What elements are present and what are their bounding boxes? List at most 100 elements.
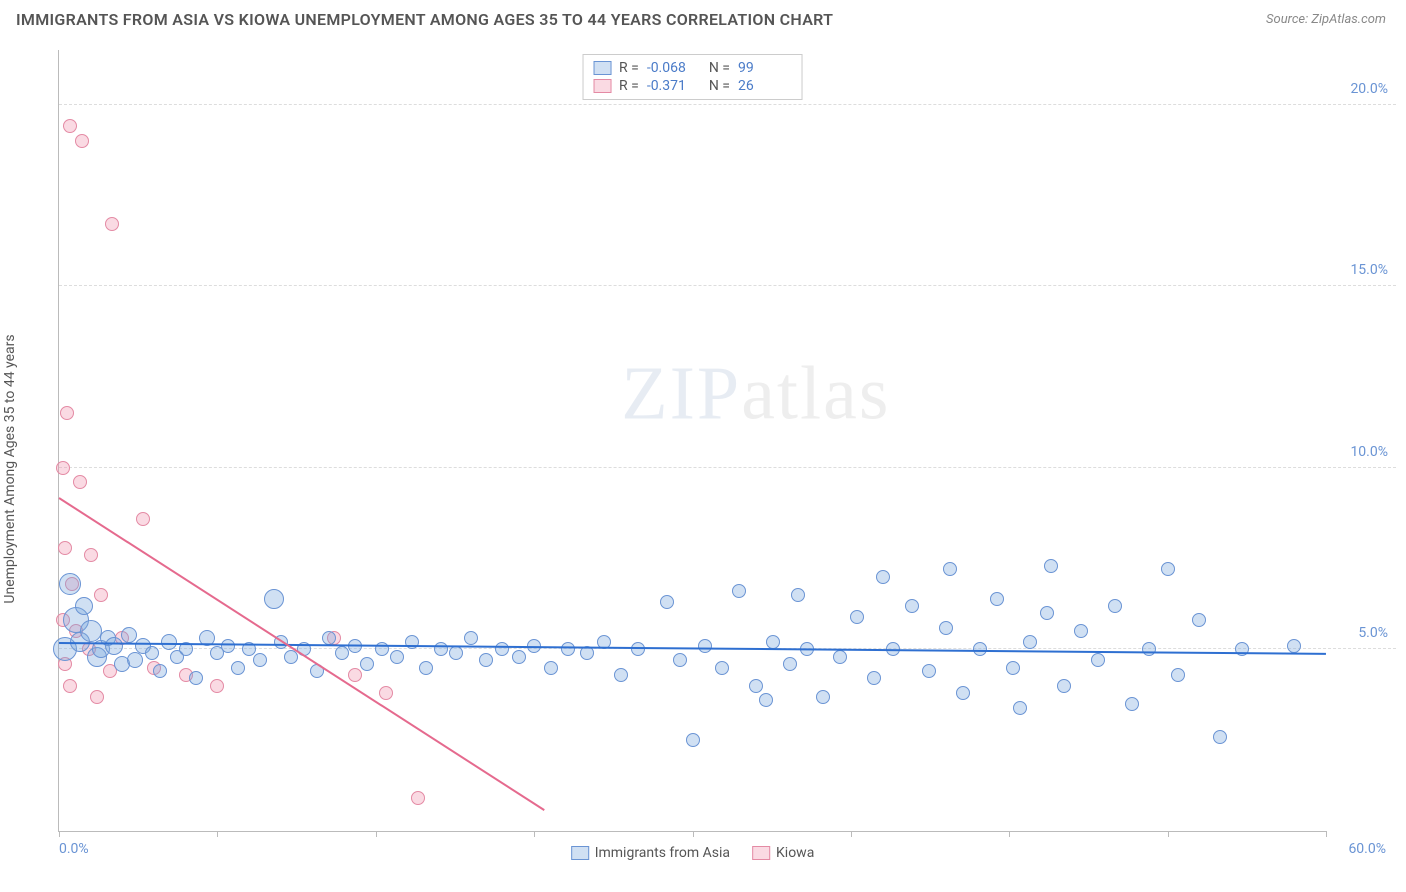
gridline <box>59 104 1396 105</box>
data-point <box>1006 661 1020 675</box>
data-point <box>759 693 773 707</box>
swatch-series1 <box>593 61 611 75</box>
data-point <box>390 650 404 664</box>
data-point <box>956 686 970 700</box>
data-point <box>715 661 729 675</box>
data-point <box>1074 624 1088 638</box>
x-tick <box>217 831 218 837</box>
data-point <box>1142 642 1156 656</box>
data-point <box>816 690 830 704</box>
data-point <box>1192 613 1206 627</box>
data-point <box>660 595 674 609</box>
x-tick <box>851 831 852 837</box>
data-point <box>1057 679 1071 693</box>
legend-label-series1: Immigrants from Asia <box>595 845 730 861</box>
source-attribution: Source: ZipAtlas.com <box>1266 12 1386 27</box>
data-point <box>464 631 478 645</box>
data-point <box>922 664 936 678</box>
data-point <box>698 639 712 653</box>
data-point <box>231 661 245 675</box>
data-point <box>631 642 645 656</box>
data-point <box>1235 642 1249 656</box>
n-label: N = <box>709 60 730 76</box>
data-point <box>348 668 362 682</box>
y-tick-label: 20.0% <box>1350 81 1388 97</box>
legend-item-series1: Immigrants from Asia <box>571 845 730 861</box>
plot-area: R = -0.068 N = 99 R = -0.371 N = 26 ZIPa… <box>58 50 1326 832</box>
data-point <box>94 588 108 602</box>
x-tick <box>1326 831 1327 837</box>
data-point <box>1108 599 1122 613</box>
chart-container: Unemployment Among Ages 35 to 44 years R… <box>16 40 1396 882</box>
data-point <box>990 592 1004 606</box>
stats-row-series1: R = -0.068 N = 99 <box>593 59 792 77</box>
data-point <box>210 679 224 693</box>
x-tick <box>693 831 694 837</box>
data-point <box>1044 559 1058 573</box>
n-value-series2: 26 <box>738 78 792 94</box>
y-tick-label: 5.0% <box>1358 625 1388 641</box>
y-tick-label: 15.0% <box>1350 262 1388 278</box>
data-point <box>1091 653 1105 667</box>
data-point <box>145 646 159 660</box>
gridline <box>59 285 1396 286</box>
data-point <box>1040 606 1054 620</box>
data-point <box>63 119 77 133</box>
y-tick-label: 10.0% <box>1350 444 1388 460</box>
gridline <box>59 467 1396 468</box>
data-point <box>379 686 393 700</box>
data-point <box>749 679 763 693</box>
data-point <box>850 610 864 624</box>
data-point <box>360 657 374 671</box>
data-point <box>121 627 137 643</box>
series-legend: Immigrants from Asia Kiowa <box>571 845 815 861</box>
data-point <box>943 562 957 576</box>
legend-swatch-series1 <box>571 846 589 860</box>
data-point <box>63 679 77 693</box>
x-origin-label: 0.0% <box>59 841 89 857</box>
data-point <box>1161 562 1175 576</box>
data-point <box>1171 668 1185 682</box>
data-point <box>264 589 284 609</box>
data-point <box>59 573 81 595</box>
data-point <box>732 584 746 598</box>
data-point <box>1125 697 1139 711</box>
data-point <box>1013 701 1027 715</box>
data-point <box>419 661 433 675</box>
data-point <box>939 621 953 635</box>
r-label: R = <box>619 60 639 76</box>
watermark-bold: ZIP <box>621 351 741 435</box>
data-point <box>449 646 463 660</box>
n-value-series1: 99 <box>738 60 792 76</box>
stats-row-series2: R = -0.371 N = 26 <box>593 77 792 95</box>
data-point <box>833 650 847 664</box>
data-point <box>766 635 780 649</box>
data-point <box>56 461 70 475</box>
data-point <box>105 637 123 655</box>
legend-swatch-series2 <box>752 846 770 860</box>
data-point <box>512 650 526 664</box>
data-point <box>73 475 87 489</box>
data-point <box>673 653 687 667</box>
r-value-series2: -0.371 <box>647 78 701 94</box>
data-point <box>253 653 267 667</box>
data-point <box>1287 639 1301 653</box>
legend-item-series2: Kiowa <box>752 845 814 861</box>
data-point <box>75 134 89 148</box>
data-point <box>479 653 493 667</box>
data-point <box>80 620 102 642</box>
data-point <box>561 642 575 656</box>
data-point <box>495 642 509 656</box>
data-point <box>75 597 93 615</box>
data-point <box>544 661 558 675</box>
x-tick <box>59 831 60 837</box>
chart-title: IMMIGRANTS FROM ASIA VS KIOWA UNEMPLOYME… <box>16 10 833 29</box>
legend-label-series2: Kiowa <box>776 845 814 861</box>
y-axis-label: Unemployment Among Ages 35 to 44 years <box>2 334 18 603</box>
data-point <box>1023 635 1037 649</box>
x-tick <box>376 831 377 837</box>
data-point <box>686 733 700 747</box>
data-point <box>58 541 72 555</box>
watermark-thin: atlas <box>741 351 890 435</box>
data-point <box>84 548 98 562</box>
